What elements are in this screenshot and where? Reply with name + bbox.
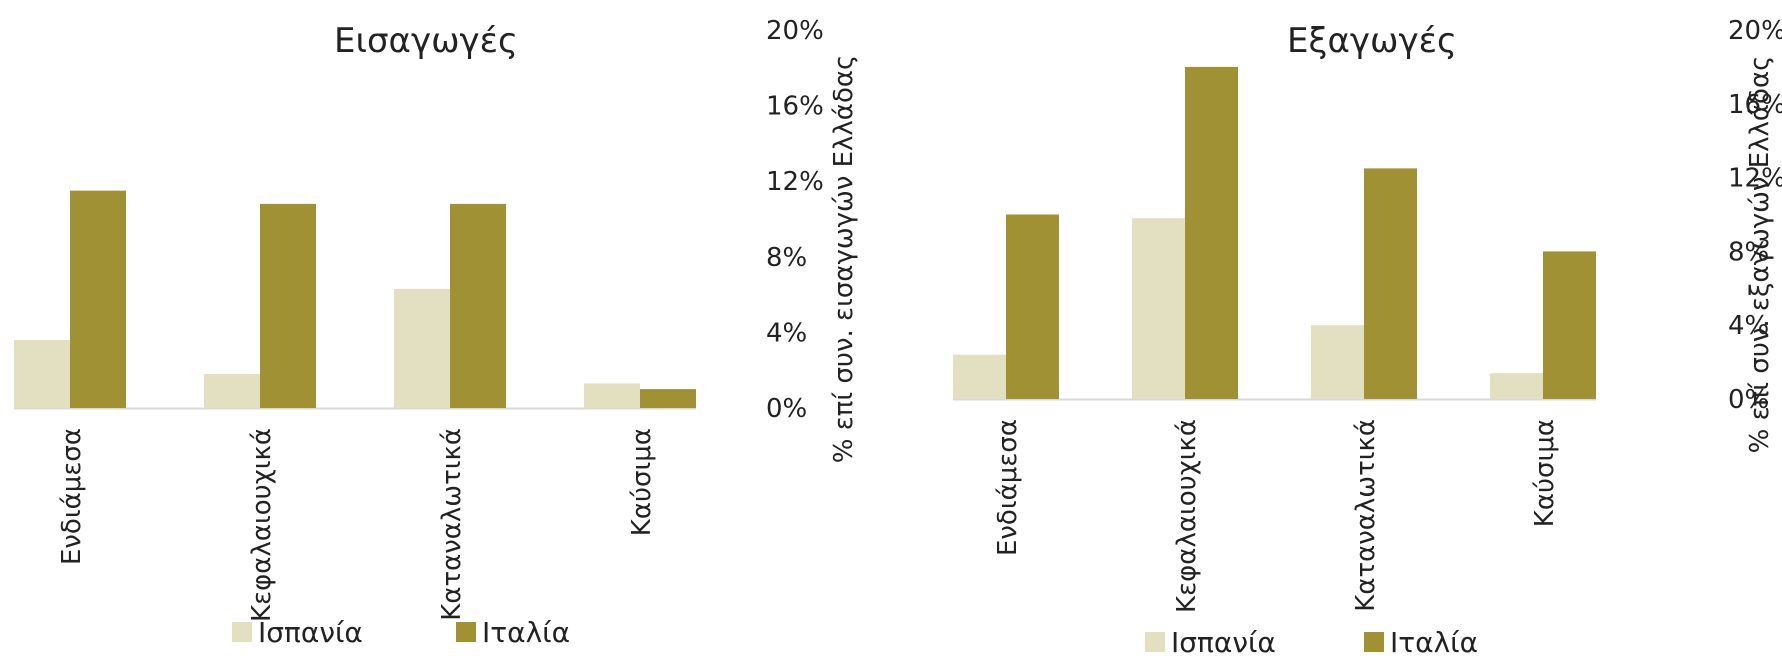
category-label: Καταναλωτικά: [1351, 419, 1381, 612]
y-axis-label: % επί συν. εξαγωγών Ελλάδας: [1745, 56, 1775, 454]
category-label: Ενδιάμεσα: [57, 428, 87, 565]
bar-spain: [394, 288, 450, 408]
y-tick-label: 0%: [766, 394, 807, 424]
legend-swatch-spain: [1145, 632, 1165, 652]
bar-italy: [1185, 66, 1238, 400]
bar-spain: [1311, 325, 1364, 399]
y-tick-label: 12%: [766, 167, 824, 197]
legend-label: Ιταλία: [1390, 626, 1478, 659]
bar-italy: [260, 203, 316, 408]
category-label: Ενδιάμεσα: [993, 419, 1023, 556]
bar-italy: [1006, 214, 1059, 399]
legend-swatch-italy: [456, 622, 476, 642]
legend-swatch-italy: [1364, 632, 1384, 652]
bar-spain: [584, 383, 640, 408]
category-label: Κεφαλαιουχικά: [247, 428, 277, 622]
y-tick-label: 8%: [766, 243, 807, 273]
bar-italy: [640, 389, 696, 408]
y-tick-label: 20%: [766, 16, 824, 46]
y-tick-label: 4%: [766, 318, 807, 348]
y-tick-label: 20%: [1728, 16, 1782, 46]
category-label: Κεφαλαιουχικά: [1172, 419, 1202, 613]
legend-label: Ισπανία: [1171, 626, 1276, 659]
y-tick-label: 0%: [1728, 385, 1769, 415]
category-label: Καταναλωτικά: [437, 428, 467, 621]
y-tick-label: 4%: [1728, 311, 1769, 341]
legend-label: Ισπανία: [258, 616, 363, 649]
chart-title: Εξαγωγές: [1287, 21, 1457, 61]
bar-italy: [70, 190, 126, 408]
legend-swatch-spain: [232, 622, 252, 642]
bar-italy: [1364, 168, 1417, 399]
bar-spain: [14, 339, 70, 408]
bar-italy: [450, 203, 506, 408]
bar-spain: [204, 373, 260, 408]
bar-spain: [1490, 373, 1543, 399]
y-tick-label: 12%: [1728, 164, 1782, 194]
y-tick-label: 16%: [1728, 90, 1782, 120]
chart-title: Εισαγωγές: [334, 21, 518, 61]
y-tick-label: 16%: [766, 92, 824, 122]
bar-spain: [1132, 218, 1185, 399]
bar-italy: [1543, 251, 1596, 399]
bar-spain: [953, 354, 1006, 399]
category-label: Καύσιμα: [627, 428, 657, 536]
y-axis-label: % επί συν. εισαγωγών Ελλάδας: [829, 55, 859, 464]
legend-label: Ιταλία: [482, 616, 570, 649]
category-label: Καύσιμα: [1530, 419, 1560, 527]
y-tick-label: 8%: [1728, 237, 1769, 267]
